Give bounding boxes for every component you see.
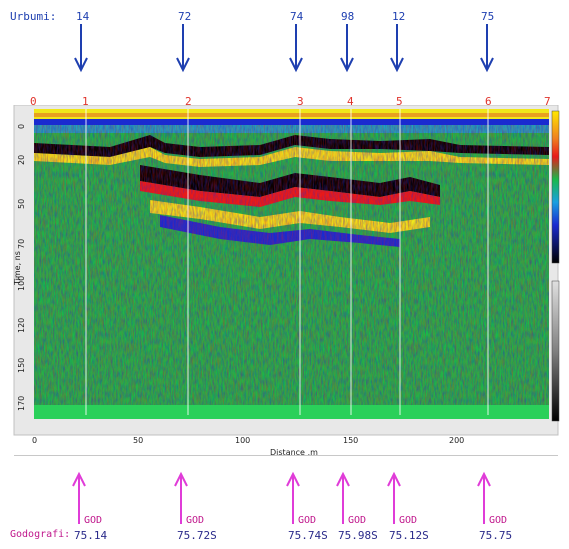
- y-tick-label: 150: [17, 358, 26, 373]
- top-marker-label: 72: [178, 10, 192, 23]
- colorbar: [551, 110, 560, 264]
- top-arrows: [74, 24, 494, 73]
- position-marker: 3: [297, 95, 304, 108]
- x-tick-label: 200: [449, 436, 464, 445]
- position-marker: 5: [396, 95, 403, 108]
- x-tick-label: 0: [32, 436, 37, 445]
- gain-bar: [551, 280, 560, 422]
- arrow-down-icon: [74, 57, 88, 73]
- y-tick-label: 50: [17, 199, 26, 209]
- god-label: GOD: [298, 515, 317, 526]
- y-tick-label: 0: [17, 124, 26, 129]
- x-axis-label: Distance ,m: [270, 448, 318, 457]
- y-axis-label: Time, ns: [13, 251, 22, 286]
- y-axis: 0 20 50 70 100 120 150 170 Time, ns: [13, 124, 26, 411]
- position-marker: 7: [544, 95, 551, 108]
- top-marker-label: 74: [290, 10, 304, 23]
- god-label: GOD: [489, 515, 508, 526]
- position-marker: 2: [185, 95, 192, 108]
- godografi-label: Godografi:: [10, 529, 71, 540]
- god-value: 75.98S: [338, 529, 378, 542]
- separator: [14, 455, 558, 456]
- top-marker-label: 98: [341, 10, 355, 23]
- y-tick-label: 170: [17, 396, 26, 411]
- top-marker-label: 12: [392, 10, 406, 23]
- x-tick-label: 50: [133, 436, 143, 445]
- radargram-chart: 0 20 50 70 100 120 150 170 Time, ns 0 50…: [13, 105, 560, 457]
- x-tick-label: 150: [343, 436, 358, 445]
- urbumi-label: Urbumi:: [10, 10, 57, 23]
- god-value: 75.12S: [389, 529, 429, 542]
- position-marker: 4: [347, 95, 354, 108]
- x-axis: 0 50 100 150 200 Distance ,m: [32, 436, 464, 457]
- god-value: 75.72S: [177, 529, 217, 542]
- god-label: GOD: [84, 515, 103, 526]
- y-tick-label: 120: [17, 318, 26, 333]
- y-tick-label: 70: [17, 239, 26, 249]
- position-marker: 0: [30, 95, 37, 108]
- top-marker-label: 75: [481, 10, 495, 23]
- position-marker: 1: [82, 95, 89, 108]
- x-tick-label: 100: [235, 436, 250, 445]
- god-value: 75.74S: [288, 529, 328, 542]
- y-tick-label: 100: [17, 276, 26, 291]
- god-label: GOD: [399, 515, 418, 526]
- y-tick-label: 20: [17, 155, 26, 165]
- plot-area: [34, 109, 549, 419]
- god-label: GOD: [186, 515, 205, 526]
- top-marker-label: 14: [76, 10, 90, 23]
- position-marker: 6: [485, 95, 492, 108]
- god-value: 75.75: [479, 529, 513, 542]
- bottom-arrows: [72, 471, 491, 524]
- god-value: 75.14: [74, 529, 108, 542]
- god-label: GOD: [348, 515, 367, 526]
